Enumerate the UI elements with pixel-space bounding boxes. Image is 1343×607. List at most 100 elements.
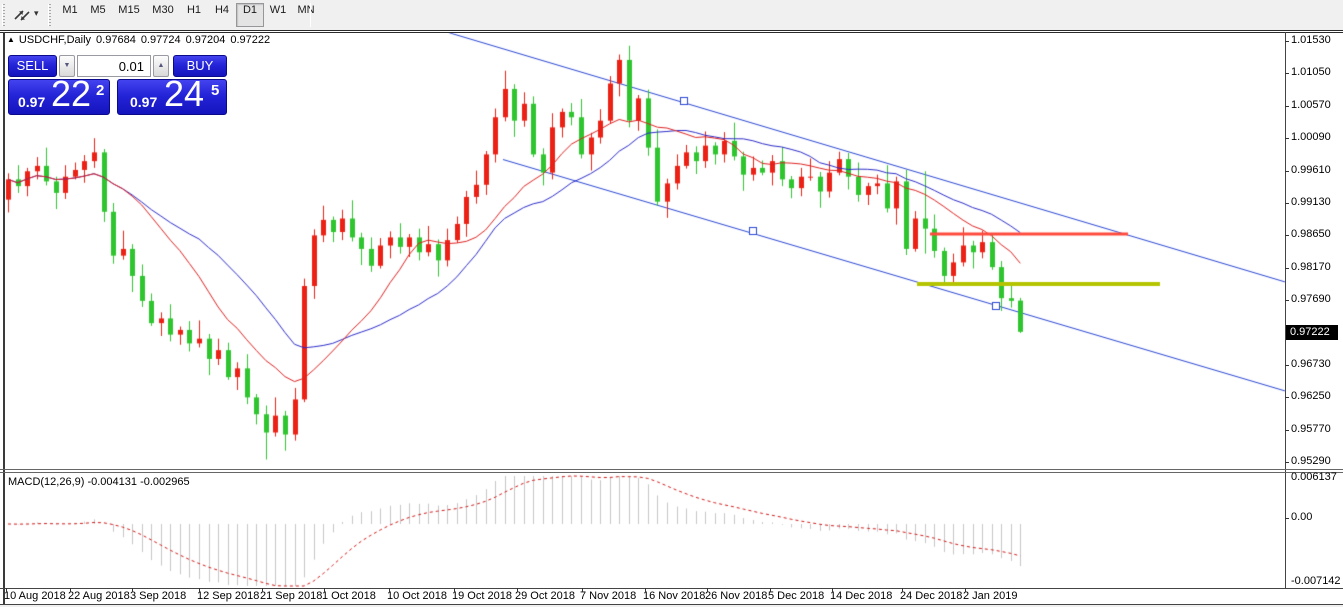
time-axis-label: 24 Dec 2018: [900, 590, 963, 602]
time-axis-tick: [902, 588, 903, 592]
price-axis-label: 0.95770: [1291, 422, 1331, 435]
window-bottom-border: [0, 604, 1343, 605]
macd-separator-top[interactable]: [0, 469, 1343, 470]
sell-price-main: 22: [51, 73, 92, 114]
price-axis-label: 0.99130: [1291, 196, 1331, 208]
price-axis-tick: [1285, 267, 1289, 269]
time-axis-tick: [389, 588, 390, 592]
timeframe-button-H1[interactable]: H1: [186, 4, 202, 16]
price-axis-tick: [1285, 365, 1289, 366]
volume-decrease-button[interactable]: ▼: [59, 55, 75, 77]
toolbar-grip-2[interactable]: [48, 4, 51, 26]
window-bottom-strip: [0, 605, 1343, 607]
price-axis-label: 0.98650: [1291, 228, 1331, 241]
time-axis-tick: [6, 588, 7, 592]
subwindow-collapse-icon[interactable]: ▲: [7, 35, 15, 44]
price-axis-tick: [1285, 105, 1289, 107]
ohlc-open: 0.97684: [96, 34, 136, 46]
sell-price-pip: 2: [96, 82, 105, 99]
time-axis-tick: [965, 588, 966, 592]
time-axis-tick: [454, 588, 455, 592]
price-axis-label: 0.96730: [1291, 358, 1331, 370]
price-axis-label: 1.01050: [1291, 66, 1331, 79]
symbol-arrows-icon[interactable]: [12, 5, 32, 25]
macd-separator-bottom[interactable]: [0, 472, 1343, 473]
time-axis-label: 26 Nov 2018: [705, 590, 768, 602]
sell-price-prefix: 0.97: [18, 94, 46, 110]
time-axis-separator: [0, 588, 1343, 589]
time-axis-label: 19 Oct 2018: [452, 590, 512, 602]
time-axis-label: 29 Oct 2018: [515, 590, 575, 602]
chart-top-border: [0, 32, 1343, 33]
timeframe-button-H4[interactable]: H4: [214, 4, 230, 16]
price-axis-tick: [1285, 73, 1289, 75]
buy-price-pip: 5: [211, 82, 220, 99]
chevron-down-icon[interactable]: ▾: [34, 8, 39, 18]
price-axis-label: 0.98170: [1291, 260, 1331, 273]
time-axis-label: 10 Oct 2018: [387, 590, 447, 602]
chart-left-border: [3, 32, 5, 605]
time-axis-label: 1 Oct 2018: [322, 590, 376, 602]
price-axis-label: 1.00090: [1291, 131, 1331, 144]
price-axis-label: 0.99610: [1291, 163, 1331, 176]
chart-title: USDCHF,Daily: [18, 34, 92, 46]
price-axis-label: 0.97690: [1291, 293, 1331, 306]
toolbar-separator: [310, 3, 311, 27]
toolbar-grip[interactable]: [2, 4, 5, 26]
time-axis-label: 16 Nov 2018: [643, 590, 706, 602]
buy-price-button[interactable]: 0.97 24 5: [117, 73, 227, 115]
time-axis-tick: [645, 588, 646, 592]
volume-increase-button[interactable]: ▲: [153, 55, 169, 77]
macd-axis-label: -0.007142: [1291, 575, 1341, 587]
timeframe-button-M30[interactable]: M30: [152, 4, 174, 16]
price-axis-tick: [1285, 203, 1289, 204]
time-axis-tick: [70, 588, 71, 592]
buy-price-main: 24: [164, 73, 205, 114]
buy-price-prefix: 0.97: [130, 94, 158, 110]
price-axis-label: 0.96250: [1291, 390, 1331, 403]
timeframe-button-W1[interactable]: W1: [269, 4, 287, 16]
time-axis-tick: [517, 588, 518, 592]
price-axis-label: 1.00570: [1291, 98, 1331, 111]
time-axis-tick: [324, 588, 325, 592]
macd-axis-label: 0.00: [1291, 511, 1313, 523]
timeframe-button-M15[interactable]: M15: [118, 4, 140, 16]
time-axis-label: 22 Aug 2018: [68, 590, 130, 602]
ohlc-high: 0.97724: [140, 34, 181, 46]
time-axis-label: 2 Jan 2019: [963, 590, 1018, 602]
time-axis-tick: [199, 588, 200, 592]
time-axis-label: 14 Dec 2018: [830, 590, 893, 602]
time-axis-tick: [770, 588, 771, 592]
price-axis-tick: [1285, 41, 1289, 42]
ohlc-close: 0.97222: [230, 34, 271, 46]
price-axis-tick: [1285, 429, 1289, 431]
price-axis-tick: [1285, 138, 1289, 140]
time-axis-label: 3 Sep 2018: [130, 590, 187, 602]
sell-button[interactable]: SELL: [8, 55, 57, 77]
time-axis-tick: [262, 588, 263, 592]
time-axis-label: 7 Nov 2018: [580, 590, 637, 602]
time-axis-tick: [582, 588, 583, 592]
timeframe-button-D1[interactable]: D1: [236, 3, 264, 27]
current-price-badge: 0.97222: [1286, 324, 1338, 340]
timeframe-toolbar: ▾ M1 M5 M15 M30 H1 H4 D1 W1 MN: [0, 0, 1343, 30]
price-axis-tick: [1285, 300, 1289, 302]
time-axis-tick: [132, 588, 133, 592]
time-axis-tick: [832, 588, 833, 592]
volume-input[interactable]: [77, 55, 151, 77]
buy-button[interactable]: BUY: [173, 55, 227, 77]
timeframe-button-M5[interactable]: M5: [90, 4, 106, 16]
timeframe-button-MN[interactable]: MN: [297, 4, 315, 16]
time-axis-label: 10 Aug 2018: [4, 590, 66, 602]
time-axis-label: 21 Sep 2018: [260, 590, 323, 602]
price-axis-label: 1.01530: [1291, 34, 1331, 46]
macd-axis-label: 0.006137: [1291, 471, 1337, 483]
price-axis-tick: [1285, 462, 1289, 464]
timeframe-button-M1[interactable]: M1: [62, 4, 78, 16]
price-axis-tick: [1285, 170, 1289, 172]
time-axis-tick: [707, 588, 708, 592]
price-axis-tick: [1285, 235, 1289, 237]
sell-price-button[interactable]: 0.97 22 2: [8, 73, 110, 115]
chart-title-line: ▲ USDCHF,Daily 0.97684 0.97724 0.97204 0.9722…: [7, 34, 270, 46]
ohlc-low: 0.97204: [185, 34, 226, 46]
